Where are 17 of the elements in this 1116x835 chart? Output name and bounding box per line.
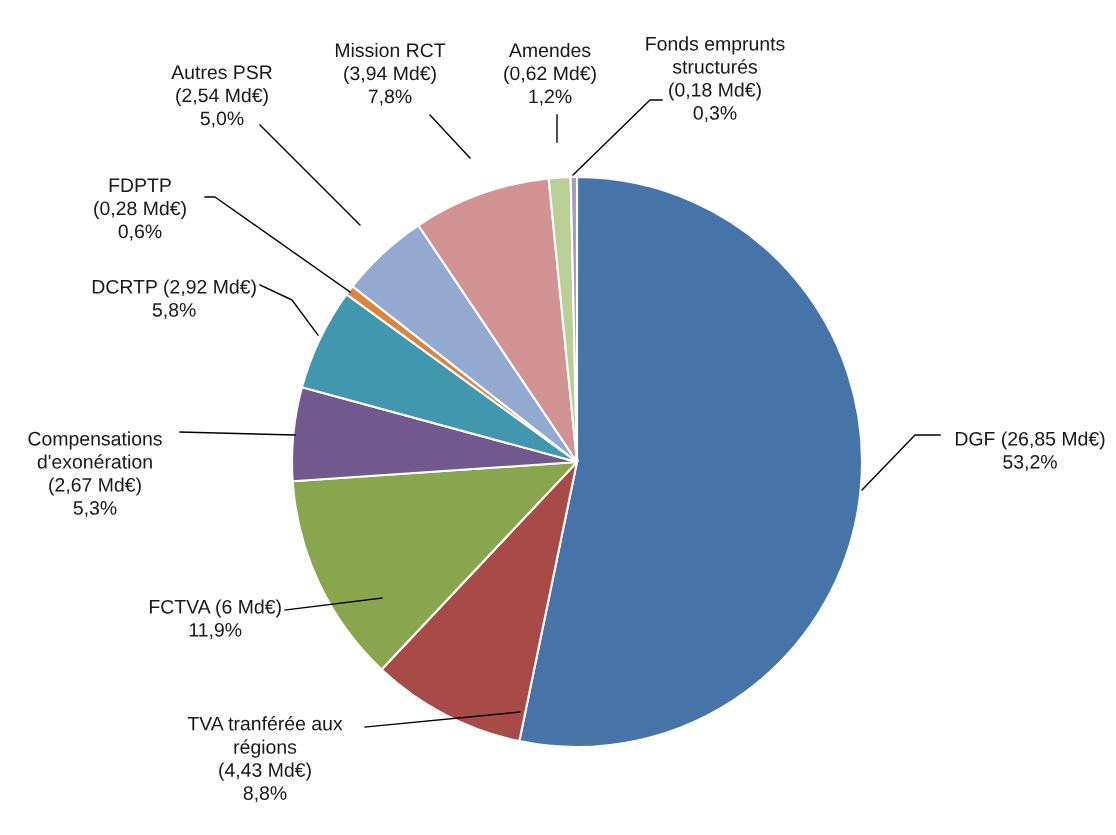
data-label: (0,28 Md€) 0,6% — [94, 200, 186, 241]
data-label: (2,67 Md€) 5,3% — [49, 477, 141, 518]
slice-label: Fonds emprunts structurés — [646, 36, 785, 74]
data-label: (2,54 Md€) 5,0% — [176, 87, 268, 128]
data-label: (0,18 Md€) 0,3% — [669, 82, 761, 123]
slice-label: FDPTP — [109, 178, 171, 192]
slice-label: FCTVA (6 Md€) 11,9% — [149, 599, 281, 640]
slice-label: TVA tranférée aux régions — [187, 715, 343, 758]
slice-label: Amendes — [508, 42, 591, 58]
data-label: (0,62 Md€) 1,2% — [504, 65, 596, 106]
slice-label: Autres PSR — [171, 65, 272, 80]
slice-label: Mission RCT — [335, 42, 446, 58]
slice-label: DCRTP (2,92 Md€) 5,8% — [92, 279, 256, 320]
slice-label: Compensations d'exonération — [28, 431, 162, 469]
slice-label: DGF (26,85 Md€) 53,2% — [955, 431, 1105, 472]
data-label: (3,94 Md€) 7,8% — [344, 65, 436, 106]
data-label: (4,43 Md€) 8,8% — [219, 762, 311, 803]
